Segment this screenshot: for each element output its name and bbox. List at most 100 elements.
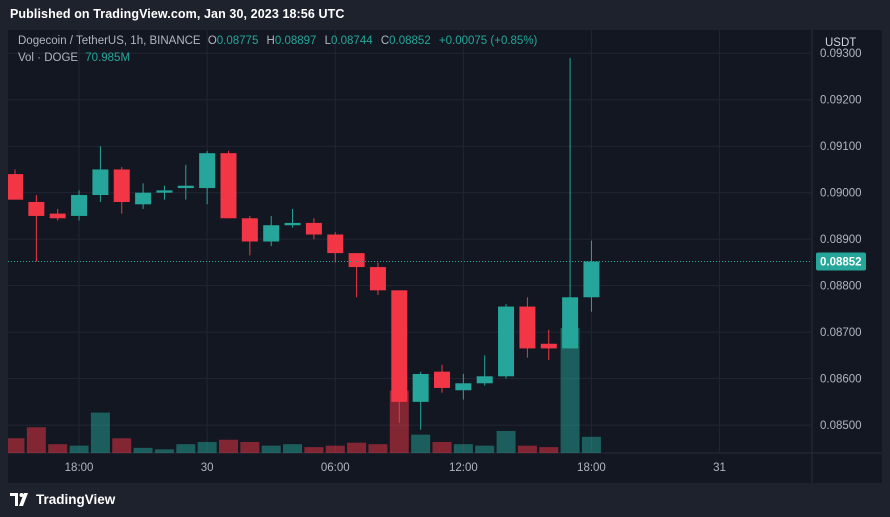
- candle: [327, 232, 344, 263]
- volume-bar: [304, 447, 324, 453]
- candle-body: [49, 213, 66, 219]
- candle-body: [540, 343, 557, 349]
- candle-body: [327, 234, 344, 254]
- candle-body: [284, 222, 301, 226]
- volume-bar: [560, 328, 580, 453]
- high-value: 0.08897: [274, 35, 317, 47]
- candle: [263, 215, 280, 247]
- candle-body: [199, 153, 216, 189]
- price-tick-label: 0.08800: [820, 281, 862, 293]
- time-axis[interactable]: 18:00 30 06:00 12:00 18:00 31: [65, 462, 726, 474]
- time-tick-label: 30: [201, 462, 214, 474]
- candle: [92, 146, 109, 202]
- tradingview-logo[interactable]: TradingView: [10, 492, 115, 507]
- high-label: H: [266, 35, 275, 47]
- last-price-tag: 0.08852: [816, 252, 866, 271]
- time-tick-label: 12:00: [449, 462, 478, 474]
- candle-body: [263, 225, 280, 242]
- volume-bar: [411, 434, 431, 453]
- candle-body: [241, 218, 258, 242]
- candle: [113, 167, 130, 214]
- candle: [177, 164, 194, 200]
- candle-body: [177, 185, 194, 189]
- time-tick-label: 06:00: [321, 462, 350, 474]
- candle: [28, 195, 45, 262]
- price-tick-label: 0.09000: [820, 188, 862, 200]
- symbol-legend: Dogecoin / TetherUS, 1h, BINANCE O0.0877…: [18, 35, 542, 47]
- time-tick-label: 18:00: [577, 462, 606, 474]
- candle-body: [498, 306, 515, 377]
- volume-bar: [8, 438, 25, 453]
- candle-body: [113, 169, 130, 202]
- price-tick-label: 0.09300: [820, 48, 862, 60]
- open-value: 0.08775: [216, 35, 259, 47]
- volume-bar: [283, 444, 303, 453]
- candle: [305, 218, 322, 240]
- candle: [498, 304, 515, 379]
- price-tick-label: 0.08500: [820, 420, 862, 432]
- candle: [241, 215, 258, 256]
- close-value: 0.08852: [389, 35, 431, 47]
- low-value: 0.08744: [331, 35, 373, 47]
- symbol-name[interactable]: Dogecoin / TetherUS, 1h, BINANCE: [18, 35, 201, 47]
- grid: [8, 30, 882, 483]
- volume-bar: [240, 441, 260, 453]
- price-tick-label: 0.08900: [820, 234, 862, 246]
- candle-body: [455, 383, 472, 391]
- last-price-label: 0.08852: [820, 256, 862, 268]
- currency-label: USDT: [825, 37, 856, 49]
- open-label: O: [207, 35, 217, 47]
- low-label: L: [324, 35, 332, 47]
- price-axis[interactable]: 0.09300 0.09200 0.09100 0.09000 0.08900 0.088…: [820, 48, 862, 432]
- volume-label[interactable]: Vol · DOGE: [18, 52, 79, 64]
- candle: [348, 253, 365, 298]
- candle-body: [92, 169, 109, 196]
- candle: [49, 208, 66, 221]
- candle: [199, 150, 216, 205]
- close-label: C: [380, 35, 390, 47]
- footer: TradingView: [0, 483, 890, 517]
- time-tick-label: 31: [713, 462, 726, 474]
- volume-bar: [154, 449, 174, 453]
- candle: [135, 183, 152, 209]
- candle: [220, 150, 237, 219]
- volume-bar: [453, 444, 473, 453]
- candle-body: [220, 153, 237, 219]
- candle-body: [305, 222, 322, 235]
- candlestick-chart[interactable]: 0.09300 0.09200 0.09100 0.09000 0.08900 0.088…: [8, 30, 882, 483]
- candle: [369, 262, 386, 295]
- volume-bar: [48, 444, 68, 453]
- volume-bar: [197, 441, 217, 453]
- chart-area[interactable]: 0.09300 0.09200 0.09100 0.09000 0.08900 0.088…: [8, 30, 882, 483]
- price-tick-label: 0.09100: [820, 141, 862, 153]
- candle: [8, 169, 23, 200]
- candle-body: [412, 373, 429, 402]
- tradingview-icon: [10, 493, 28, 506]
- volume-bar: [26, 427, 46, 453]
- volume-bar: [112, 438, 132, 453]
- volume-value: 70.985M: [85, 52, 131, 64]
- price-tick-label: 0.08700: [820, 327, 862, 339]
- volume-bar: [581, 436, 601, 453]
- volume-bar: [432, 441, 452, 453]
- candle-body: [348, 253, 365, 268]
- candle-body: [8, 174, 23, 200]
- candle: [156, 185, 173, 200]
- volume-bar: [496, 430, 516, 453]
- candle: [583, 240, 600, 312]
- volume-bar: [517, 445, 537, 453]
- publish-info: Published on TradingView.com, Jan 30, 20…: [10, 7, 345, 21]
- volume-bar: [219, 439, 238, 453]
- candle-body: [369, 267, 386, 291]
- publish-header: Published on TradingView.com, Jan 30, 20…: [0, 0, 890, 30]
- candle-body: [434, 371, 450, 388]
- volume-bar: [347, 442, 367, 453]
- change-value: +0.00075 (+0.85%): [438, 35, 538, 47]
- volume-bar: [261, 445, 281, 453]
- volume-bar: [368, 444, 388, 453]
- candle-body: [156, 190, 173, 193]
- candles: [8, 57, 600, 430]
- candle-body: [562, 297, 579, 349]
- candle: [455, 373, 472, 400]
- candle: [284, 208, 301, 228]
